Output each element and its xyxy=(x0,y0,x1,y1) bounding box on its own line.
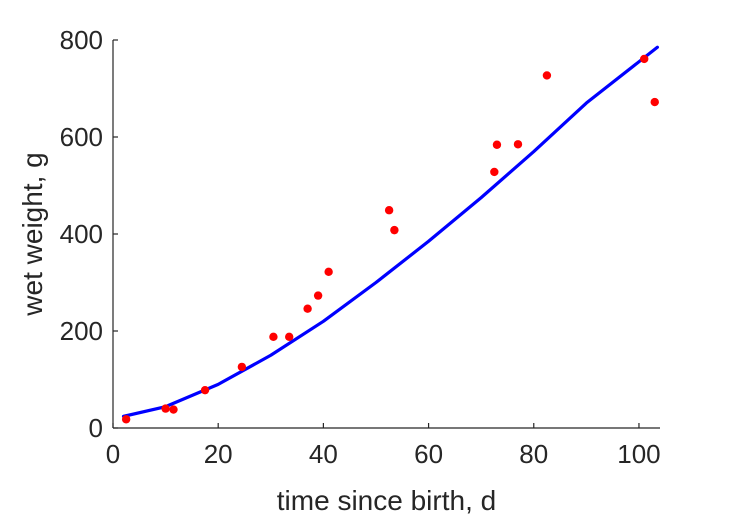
data-point xyxy=(542,71,552,80)
x-tick-label: 40 xyxy=(309,439,338,469)
y-tick-label: 200 xyxy=(60,316,103,346)
data-point xyxy=(200,385,210,395)
data-point xyxy=(390,225,399,235)
x-tick-label: 20 xyxy=(204,439,233,469)
y-tick-label: 400 xyxy=(60,219,103,249)
y-axis-label: wet weight, g xyxy=(17,152,48,316)
axes: 0 20 40 60 80 100 0 200 400 600 800 xyxy=(60,25,661,469)
x-tick-label: 0 xyxy=(106,439,120,469)
y-tick-label: 0 xyxy=(89,413,103,443)
data-point xyxy=(492,140,502,149)
data-point xyxy=(285,332,294,342)
x-tick-label: 60 xyxy=(414,439,443,469)
fit-curve-layer xyxy=(121,45,659,418)
data-point xyxy=(650,97,659,107)
data-point xyxy=(161,404,170,413)
x-ticks: 0 20 40 60 80 100 xyxy=(106,423,661,469)
y-ticks: 0 200 400 600 800 xyxy=(60,25,118,443)
data-point xyxy=(169,405,178,414)
data-point xyxy=(237,362,247,372)
y-tick-label: 600 xyxy=(60,122,103,152)
data-point xyxy=(303,304,312,313)
y-tick-label: 800 xyxy=(60,25,103,55)
x-tick-label: 100 xyxy=(617,439,660,469)
data-point xyxy=(324,267,333,277)
x-axis-label: time since birth, d xyxy=(277,485,496,516)
data-point xyxy=(121,415,131,424)
data-point xyxy=(384,206,394,215)
fit-curve xyxy=(121,45,659,418)
data-point xyxy=(513,140,523,149)
data-points-layer xyxy=(121,54,659,424)
x-tick-label: 80 xyxy=(519,439,548,469)
data-point xyxy=(640,54,649,64)
data-point xyxy=(490,167,499,177)
data-point xyxy=(313,291,323,300)
data-point xyxy=(269,332,278,342)
